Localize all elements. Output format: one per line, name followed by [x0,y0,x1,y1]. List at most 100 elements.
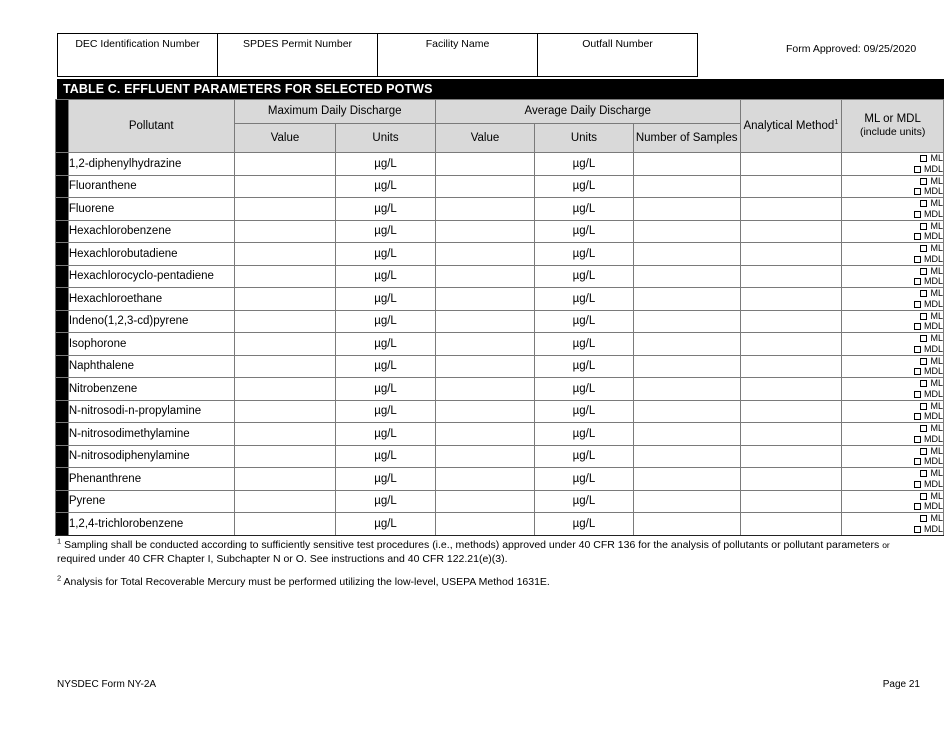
checkbox-ml-icon[interactable] [920,357,928,365]
checkbox-ml-row[interactable]: ML [920,198,943,209]
checkbox-mdl-row[interactable]: MDL [913,501,943,512]
cell-avg-daily-value[interactable] [434,444,536,468]
cell-avg-daily-value[interactable] [434,242,536,266]
checkbox-ml-icon[interactable] [920,290,928,297]
checkbox-ml-icon[interactable] [920,177,928,185]
cell-number-of-samples[interactable] [632,287,741,311]
checkbox-mdl-icon[interactable] [913,210,921,218]
checkbox-mdl-icon[interactable] [913,233,921,240]
checkbox-ml-row[interactable]: ML [920,221,943,232]
cell-avg-daily-value[interactable] [434,377,536,401]
cell-number-of-samples[interactable] [632,242,741,266]
cell-max-daily-value[interactable] [233,309,337,333]
checkbox-ml-icon[interactable] [920,245,928,252]
cell-max-daily-value[interactable] [233,197,337,221]
cell-max-daily-value[interactable] [233,512,337,536]
checkbox-mdl-row[interactable]: MDL [913,299,943,310]
checkbox-mdl-icon[interactable] [913,525,921,533]
checkbox-mdl-icon[interactable] [913,278,921,285]
checkbox-mdl-row[interactable]: MDL [913,524,943,535]
cell-number-of-samples[interactable] [632,422,741,446]
cell-number-of-samples[interactable] [632,444,741,468]
cell-max-daily-value[interactable] [233,152,337,176]
checkbox-mdl-icon[interactable] [913,323,921,330]
checkbox-mdl-icon[interactable] [913,345,921,353]
cell-max-daily-value[interactable] [233,354,337,378]
checkbox-mdl-icon[interactable] [913,255,921,263]
cell-max-daily-value[interactable] [233,489,337,513]
cell-number-of-samples[interactable] [632,377,741,401]
checkbox-ml-row[interactable]: ML [920,333,943,344]
checkbox-ml-icon[interactable] [920,200,928,207]
checkbox-ml-row[interactable]: ML [920,468,943,479]
cell-max-daily-value[interactable] [233,444,337,468]
checkbox-ml-row[interactable]: ML [920,288,943,299]
checkbox-ml-icon[interactable] [920,447,928,455]
checkbox-mdl-row[interactable]: MDL [913,321,943,332]
cell-max-daily-value[interactable] [233,399,337,423]
checkbox-ml-row[interactable]: ML [920,153,943,164]
cell-avg-daily-value[interactable] [434,422,536,446]
cell-analytical-method[interactable] [739,287,843,311]
checkbox-ml-row[interactable]: ML [920,356,943,367]
checkbox-ml-row[interactable]: ML [920,423,943,434]
checkbox-mdl-icon[interactable] [913,188,921,195]
cell-number-of-samples[interactable] [632,219,741,243]
cell-max-daily-value[interactable] [233,174,337,198]
checkbox-mdl-row[interactable]: MDL [913,209,943,220]
cell-avg-daily-value[interactable] [434,309,536,333]
checkbox-ml-icon[interactable] [920,335,928,342]
cell-number-of-samples[interactable] [632,489,741,513]
checkbox-ml-row[interactable]: ML [920,311,943,322]
checkbox-ml-icon[interactable] [920,425,928,432]
cell-avg-daily-value[interactable] [434,489,536,513]
cell-avg-daily-value[interactable] [434,264,536,288]
checkbox-mdl-icon[interactable] [913,300,921,308]
cell-avg-daily-value[interactable] [434,174,536,198]
cell-avg-daily-value[interactable] [434,354,536,378]
cell-analytical-method[interactable] [739,377,843,401]
cell-analytical-method[interactable] [739,512,843,536]
checkbox-ml-row[interactable]: ML [920,446,943,457]
checkbox-mdl-row[interactable]: MDL [913,389,943,400]
cell-analytical-method[interactable] [739,264,843,288]
cell-analytical-method[interactable] [739,174,843,198]
checkbox-ml-icon[interactable] [920,312,928,320]
cell-avg-daily-value[interactable] [434,219,536,243]
cell-analytical-method[interactable] [739,422,843,446]
cell-avg-daily-value[interactable] [434,332,536,356]
cell-avg-daily-value[interactable] [434,287,536,311]
checkbox-mdl-icon[interactable] [913,368,921,375]
checkbox-mdl-row[interactable]: MDL [913,411,943,422]
cell-analytical-method[interactable] [739,242,843,266]
checkbox-mdl-row[interactable]: MDL [913,479,943,490]
cell-avg-daily-value[interactable] [434,512,536,536]
checkbox-ml-row[interactable]: ML [920,176,943,187]
checkbox-mdl-icon[interactable] [913,413,921,420]
cell-number-of-samples[interactable] [632,332,741,356]
checkbox-ml-icon[interactable] [920,470,928,477]
checkbox-mdl-row[interactable]: MDL [913,434,943,445]
cell-analytical-method[interactable] [739,354,843,378]
cell-number-of-samples[interactable] [632,512,741,536]
checkbox-mdl-row[interactable]: MDL [913,366,943,377]
cell-avg-daily-value[interactable] [434,467,536,491]
cell-max-daily-value[interactable] [233,287,337,311]
checkbox-ml-row[interactable]: ML [920,378,943,389]
checkbox-ml-icon[interactable] [920,380,928,387]
checkbox-ml-row[interactable]: ML [920,513,943,524]
checkbox-mdl-row[interactable]: MDL [913,231,943,242]
cell-max-daily-value[interactable] [233,242,337,266]
cell-max-daily-value[interactable] [233,219,337,243]
cell-analytical-method[interactable] [739,309,843,333]
checkbox-ml-icon[interactable] [920,155,928,162]
cell-number-of-samples[interactable] [632,354,741,378]
checkbox-ml-row[interactable]: ML [920,266,943,277]
checkbox-ml-row[interactable]: ML [920,491,943,502]
checkbox-mdl-icon[interactable] [913,435,921,443]
cell-number-of-samples[interactable] [632,197,741,221]
checkbox-ml-icon[interactable] [920,267,928,275]
checkbox-mdl-icon[interactable] [913,390,921,398]
cell-number-of-samples[interactable] [632,309,741,333]
cell-max-daily-value[interactable] [233,377,337,401]
